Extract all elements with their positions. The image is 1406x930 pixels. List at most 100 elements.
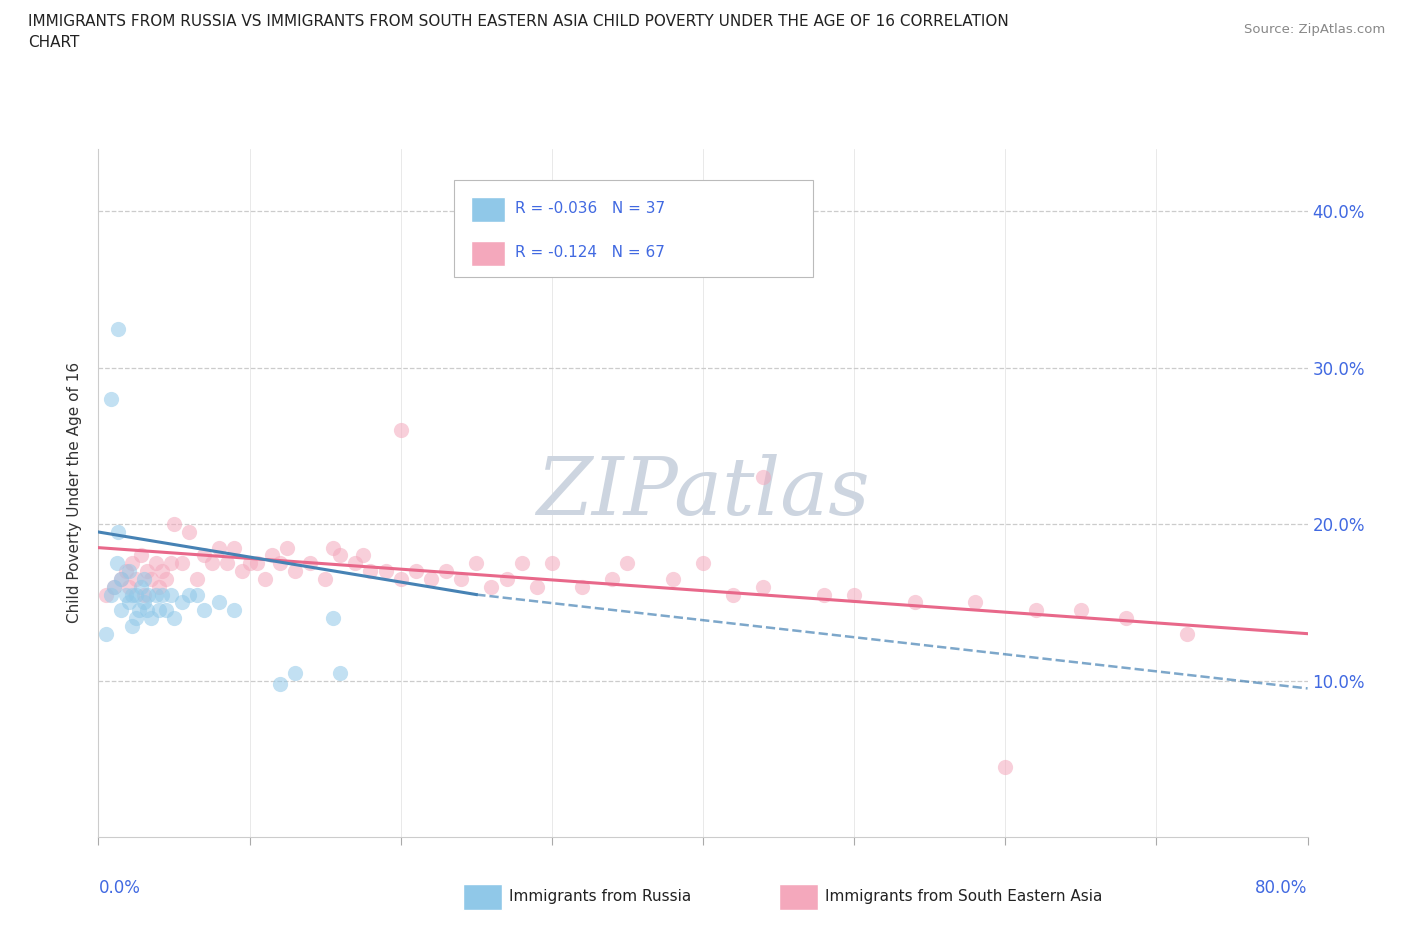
Point (405, 564, 427, 578)
Point (662, 571, 685, 587)
Point (269, 556, 291, 571)
Point (1070, 603, 1092, 618)
Point (329, 665, 352, 680)
Point (352, 548, 374, 563)
Point (1024, 603, 1046, 618)
Text: 0.0%: 0.0% (98, 879, 141, 897)
Point (163, 611, 186, 626)
Text: 80.0%: 80.0% (1256, 879, 1308, 897)
Text: R = -0.124   N = 67: R = -0.124 N = 67 (515, 245, 665, 259)
Point (322, 611, 344, 626)
Point (329, 548, 352, 563)
Point (481, 579, 503, 594)
Point (239, 556, 262, 571)
Point (186, 571, 208, 587)
Point (284, 665, 307, 680)
Point (141, 611, 163, 626)
Point (94, 587, 117, 602)
Point (163, 517, 186, 532)
Point (179, 587, 201, 602)
Text: R = -0.036   N = 37: R = -0.036 N = 37 (515, 201, 665, 216)
Point (170, 556, 193, 571)
Point (616, 556, 638, 571)
Point (994, 759, 1017, 774)
Point (103, 579, 125, 594)
Point (389, 423, 412, 438)
Point (284, 564, 307, 578)
Point (360, 564, 382, 578)
Point (129, 579, 152, 594)
Point (141, 571, 163, 587)
Point (170, 595, 193, 610)
Point (121, 587, 143, 602)
Point (540, 556, 562, 571)
Text: CHART: CHART (28, 35, 80, 50)
Point (434, 564, 457, 578)
Point (110, 571, 132, 587)
Point (107, 525, 129, 539)
Point (110, 603, 132, 618)
Point (201, 556, 224, 571)
Point (118, 579, 141, 594)
Point (145, 587, 167, 602)
Point (813, 587, 835, 602)
Point (314, 571, 336, 587)
Point (132, 587, 155, 602)
Point (1115, 611, 1137, 626)
Point (495, 571, 517, 587)
Point (103, 579, 125, 594)
Y-axis label: Child Poverty Under the Age of 16: Child Poverty Under the Age of 16 (67, 363, 83, 623)
Point (465, 556, 488, 571)
Point (420, 571, 443, 587)
Text: Immigrants from South Eastern Asia: Immigrants from South Eastern Asia (825, 889, 1102, 904)
Point (571, 579, 593, 594)
Point (262, 548, 284, 563)
Point (723, 587, 745, 602)
Point (128, 603, 150, 618)
Point (231, 564, 253, 578)
Point (121, 618, 143, 633)
Point (136, 587, 159, 602)
Point (344, 556, 367, 571)
Point (510, 556, 533, 571)
Text: IMMIGRANTS FROM RUSSIA VS IMMIGRANTS FROM SOUTH EASTERN ASIA CHILD POVERTY UNDER: IMMIGRANTS FROM RUSSIA VS IMMIGRANTS FRO… (28, 14, 1010, 29)
Point (125, 571, 148, 587)
Point (208, 540, 231, 555)
Point (193, 603, 215, 618)
Point (246, 556, 269, 571)
Point (844, 587, 866, 602)
Point (125, 587, 148, 602)
Point (160, 556, 183, 571)
Point (145, 556, 167, 571)
Point (526, 579, 548, 594)
Point (105, 556, 128, 571)
Point (965, 595, 987, 610)
Point (224, 603, 246, 618)
Point (114, 564, 136, 578)
Point (692, 556, 714, 571)
Point (179, 525, 201, 539)
Point (155, 571, 177, 587)
Point (94, 626, 117, 641)
Point (132, 595, 155, 610)
Point (186, 587, 208, 602)
Text: ZIPatlas: ZIPatlas (536, 454, 870, 532)
Point (107, 321, 129, 336)
Point (100, 392, 122, 406)
Point (374, 564, 396, 578)
Point (114, 587, 136, 602)
Point (160, 587, 183, 602)
Point (602, 571, 624, 587)
Point (269, 676, 291, 691)
Point (299, 556, 322, 571)
Point (100, 587, 122, 602)
Point (150, 564, 173, 578)
Point (752, 470, 775, 485)
Point (118, 595, 141, 610)
Point (129, 548, 152, 563)
Point (224, 540, 246, 555)
Point (215, 556, 238, 571)
Point (110, 571, 132, 587)
Point (208, 595, 231, 610)
Point (135, 564, 157, 578)
